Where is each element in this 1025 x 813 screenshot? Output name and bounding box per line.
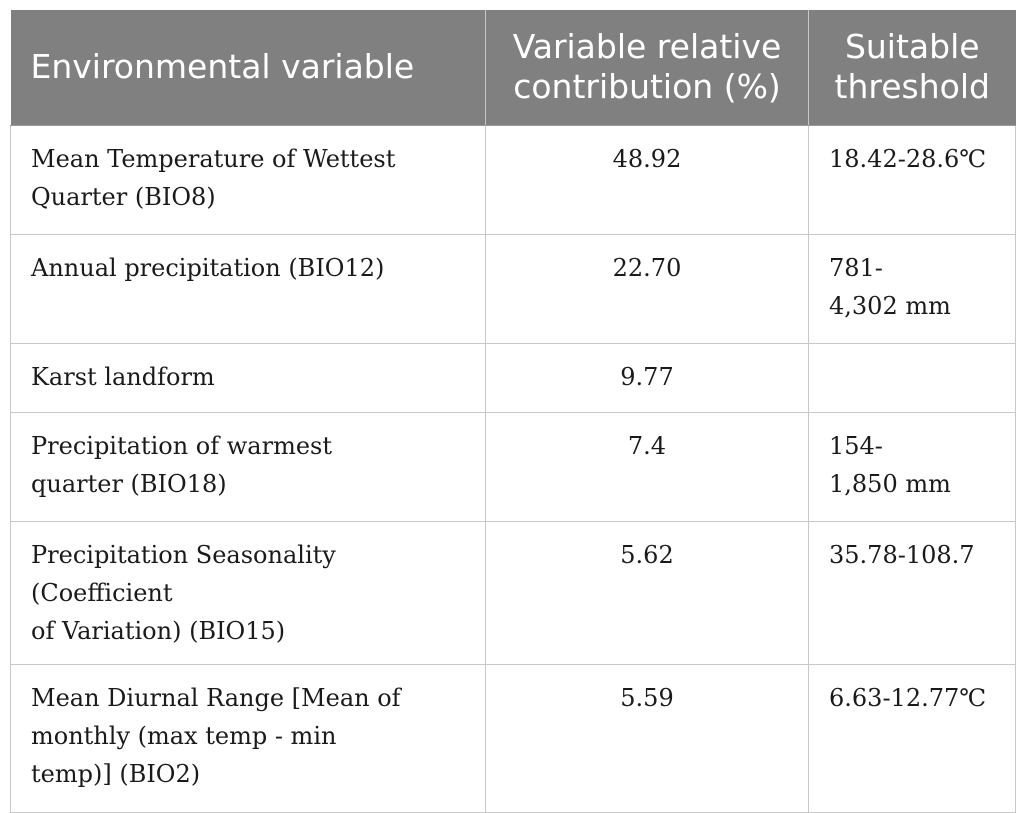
- cell-threshold: 154- 1,850 mm: [808, 412, 1016, 522]
- cell-variable-line: Precipitation Seasonality (Coefficient: [31, 540, 336, 607]
- cell-threshold-line: 781-: [829, 253, 883, 282]
- header-threshold-line2: threshold: [834, 67, 990, 107]
- cell-variable: Precipitation of warmest quarter (BIO18): [10, 412, 486, 522]
- cell-threshold-line: 35.78-108.7: [829, 540, 975, 569]
- table-row: Mean Diurnal Range [Mean of monthly (max…: [10, 664, 1016, 813]
- header-threshold-line1: Suitable: [844, 27, 980, 67]
- cell-variable-line: temp)] (BIO2): [31, 759, 201, 788]
- cell-variable-line: of Variation) (BIO15): [31, 616, 286, 645]
- cell-variable-line: Precipitation of warmest: [31, 431, 332, 460]
- cell-variable-line: Mean Temperature of Wettest: [31, 144, 396, 173]
- cell-variable-line: monthly (max temp - min: [31, 721, 337, 750]
- cell-contribution: 9.77: [485, 343, 809, 413]
- cell-threshold-line: 1,850 mm: [829, 469, 951, 498]
- table-row: Precipitation Seasonality (Coefficient o…: [10, 521, 1016, 665]
- cell-variable-line: quarter (BIO18): [31, 469, 227, 498]
- cell-threshold-line: 6.63-12.77℃: [829, 683, 987, 712]
- cell-threshold-line: 18.42-28.6℃: [829, 144, 987, 173]
- header-relative-contribution: Variable relative contribution (%): [485, 10, 809, 126]
- cell-contribution: 22.70: [485, 234, 809, 344]
- cell-variable-line: Mean Diurnal Range [Mean of: [31, 683, 401, 712]
- header-environmental-variable: Environmental variable: [10, 10, 486, 126]
- table-row: Precipitation of warmest quarter (BIO18)…: [10, 412, 1016, 522]
- cell-threshold: 35.78-108.7: [808, 521, 1016, 665]
- cell-threshold: 6.63-12.77℃: [808, 664, 1016, 813]
- cell-threshold: 781- 4,302 mm: [808, 234, 1016, 344]
- header-suitable-threshold: Suitable threshold: [808, 10, 1016, 126]
- cell-contribution: 48.92: [485, 125, 809, 235]
- cell-threshold-line: 4,302 mm: [829, 291, 951, 320]
- header-variable-label: Environmental variable: [30, 47, 415, 87]
- table-body: Mean Temperature of Wettest Quarter (BIO…: [10, 125, 1016, 813]
- cell-threshold: 18.42-28.6℃: [808, 125, 1016, 235]
- cell-threshold-line: 154-: [829, 431, 883, 460]
- cell-variable-line: Annual precipitation (BIO12): [31, 253, 385, 282]
- cell-contribution: 7.4: [485, 412, 809, 522]
- cell-variable: Mean Temperature of Wettest Quarter (BIO…: [10, 125, 486, 235]
- cell-variable: Mean Diurnal Range [Mean of monthly (max…: [10, 664, 486, 813]
- cell-threshold: [808, 343, 1016, 413]
- header-row: Environmental variable Variable relative…: [10, 10, 1016, 126]
- cell-variable-line: Quarter (BIO8): [31, 182, 216, 211]
- header-contribution-line2: contribution (%): [513, 67, 781, 107]
- cell-contribution: 5.62: [485, 521, 809, 665]
- data-table-container: Environmental variable Variable relative…: [10, 10, 1016, 813]
- table-header: Environmental variable Variable relative…: [10, 10, 1016, 126]
- environmental-variables-table: Environmental variable Variable relative…: [10, 10, 1016, 813]
- table-row: Mean Temperature of Wettest Quarter (BIO…: [10, 125, 1016, 235]
- cell-variable: Annual precipitation (BIO12): [10, 234, 486, 344]
- cell-variable: Precipitation Seasonality (Coefficient o…: [10, 521, 486, 665]
- header-contribution-line1: Variable relative: [512, 27, 782, 67]
- cell-variable: Karst landform: [10, 343, 486, 413]
- table-row: Karst landform 9.77: [10, 343, 1016, 413]
- table-row: Annual precipitation (BIO12) 22.70 781- …: [10, 234, 1016, 344]
- cell-variable-line: Karst landform: [31, 362, 215, 391]
